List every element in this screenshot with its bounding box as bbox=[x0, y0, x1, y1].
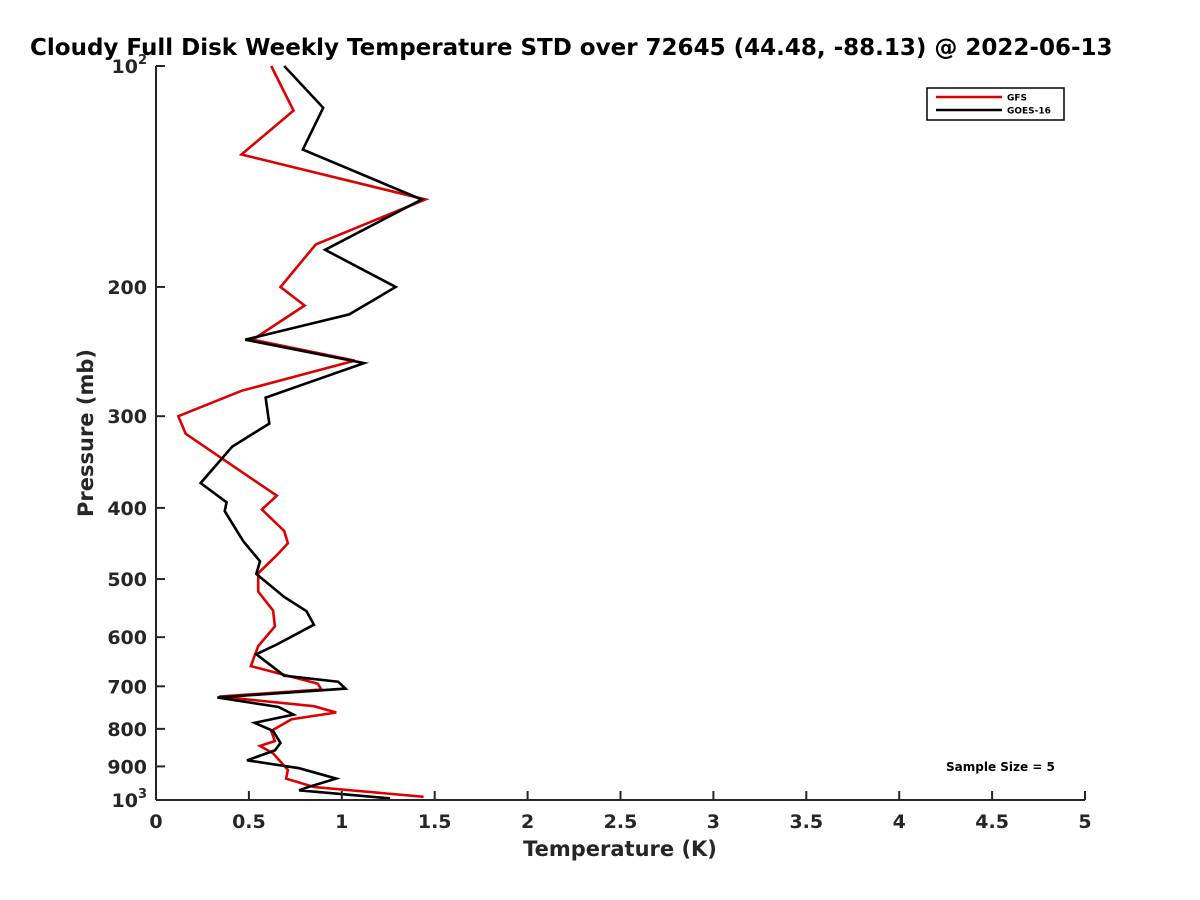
y-tick-label: 102 bbox=[112, 53, 148, 78]
x-tick-label: 1.5 bbox=[418, 811, 452, 833]
legend-label: GOES-16 bbox=[1007, 107, 1051, 117]
x-tick-label: 5 bbox=[1078, 811, 1091, 833]
legend-box bbox=[926, 87, 1065, 121]
chart-title: Cloudy Full Disk Weekly Temperature STD … bbox=[30, 35, 1113, 61]
y-tick-label: 600 bbox=[107, 627, 147, 649]
x-tick-label: 0.5 bbox=[232, 811, 266, 833]
y-tick-label: 500 bbox=[107, 569, 147, 591]
x-axis-title: Temperature (K) bbox=[523, 837, 717, 861]
y-tick-label: 103 bbox=[112, 787, 148, 812]
y-ticks: 102 200 300 400 500 600 700 800 900 103 bbox=[107, 53, 165, 812]
x-tick-label: 3.5 bbox=[789, 811, 823, 833]
series-line-gfs bbox=[176, 65, 430, 799]
sample-size-annotation: Sample Size = 5 bbox=[946, 760, 1055, 774]
x-tick-label: 1 bbox=[335, 811, 348, 833]
y-tick-label: 400 bbox=[107, 498, 147, 520]
x-tick-label: 4 bbox=[893, 811, 906, 833]
y-tick-label: 300 bbox=[107, 406, 147, 428]
x-ticks: 0 0.5 1 1.5 2 2.5 3 3.5 4 4.5 5 bbox=[149, 791, 1092, 833]
legend: GFS GOES-16 bbox=[926, 87, 1065, 121]
x-tick-label: 3 bbox=[707, 811, 720, 833]
x-tick-label: 0 bbox=[149, 811, 162, 833]
x-tick-label: 4.5 bbox=[975, 811, 1009, 833]
y-tick-label: 800 bbox=[107, 719, 147, 741]
y-tick-label: 200 bbox=[107, 277, 147, 299]
plot-lines bbox=[176, 65, 430, 800]
legend-label: GFS bbox=[1007, 94, 1027, 104]
x-tick-label: 2 bbox=[521, 811, 534, 833]
y-axis-title: Pressure (mb) bbox=[74, 349, 98, 517]
y-tick-label: 700 bbox=[107, 676, 147, 698]
x-tick-label: 2.5 bbox=[604, 811, 638, 833]
y-tick-label: 900 bbox=[107, 756, 147, 778]
series-line-goes-16 bbox=[198, 65, 425, 800]
